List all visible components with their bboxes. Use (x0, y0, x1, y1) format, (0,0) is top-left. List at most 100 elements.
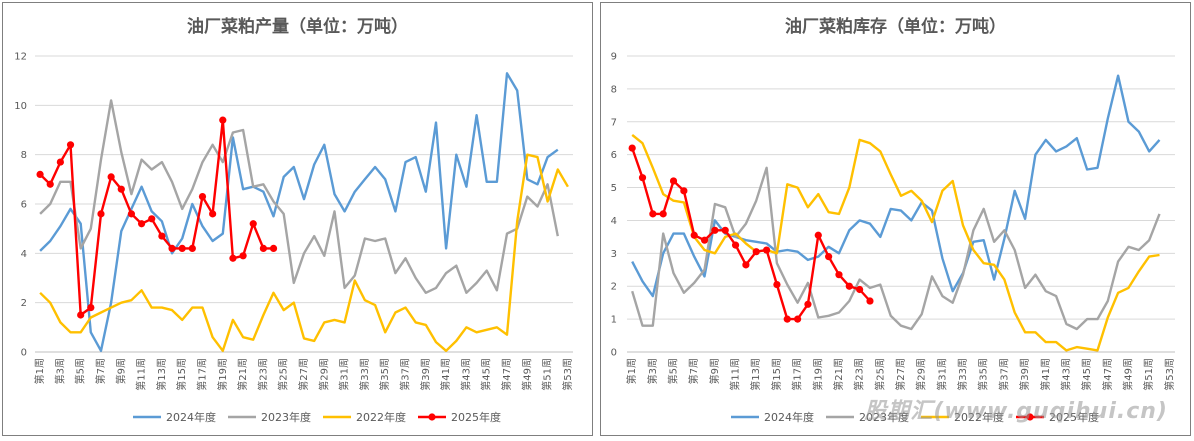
y-tick-label: 1 (611, 315, 617, 326)
x-tick-label: 第9周 (114, 358, 127, 384)
x-tick-label: 第45周 (480, 358, 493, 391)
legend-marker-2025 (1026, 413, 1034, 421)
series-line-2023 (631, 166, 1161, 331)
x-tick-label: 第23周 (256, 358, 269, 391)
y-tick-label: 7 (611, 117, 617, 128)
data-point-2025 (219, 116, 227, 124)
y-tick-label: 0 (21, 348, 27, 359)
data-point-2025 (690, 231, 698, 239)
data-point-2025 (36, 170, 44, 178)
y-tick-label: 2 (611, 282, 617, 293)
series-line-2023 (39, 99, 559, 294)
data-point-2025 (259, 244, 267, 252)
y-tick-label: 9 (611, 52, 617, 63)
legend-label-2024: 2024年度 (166, 410, 216, 424)
data-point-2025 (752, 248, 760, 256)
x-tick-label: 第33周 (358, 358, 371, 391)
data-point-2025 (56, 158, 64, 166)
data-point-2025 (742, 261, 750, 269)
data-point-2025 (269, 244, 278, 252)
x-tick-label: 第7周 (94, 358, 107, 384)
chart-title: 油厂菜粕产量（单位：万吨） (187, 16, 408, 37)
data-point-2025 (127, 210, 136, 218)
x-tick-label: 第21周 (236, 358, 249, 391)
x-tick-label: 第19周 (216, 358, 229, 391)
x-tick-label: 第3周 (53, 358, 66, 384)
x-tick-label: 第25周 (277, 358, 290, 391)
x-tick-label: 第43周 (1059, 358, 1072, 391)
data-point-2025 (669, 177, 678, 185)
data-point-2025 (137, 220, 146, 228)
x-tick-label: 第53周 (561, 358, 574, 391)
production-chart: 油厂菜粕产量（单位：万吨） 0 2 4 6 8 10 12 第1周 第3周 第5周 第7周 第9周 第11… (14, 16, 574, 424)
y-tick-label: 5 (611, 183, 617, 194)
data-point-2025 (148, 215, 156, 223)
y-tick-label: 6 (611, 150, 617, 161)
data-point-2025 (700, 236, 709, 244)
y-tick-label: 12 (14, 52, 27, 63)
x-tick-label: 第51周 (1142, 358, 1155, 391)
data-point-2025 (835, 271, 843, 279)
y-tick-label: 4 (21, 249, 27, 260)
data-point-2025 (249, 220, 257, 228)
data-point-2025 (721, 226, 729, 234)
x-tick-label: 第11周 (135, 358, 148, 391)
x-tick-label: 第33周 (956, 358, 969, 391)
x-tick-label: 第1周 (625, 358, 638, 384)
x-tick-label: 第15周 (770, 358, 783, 391)
y-tick-label: 8 (21, 150, 27, 161)
data-point-2025 (731, 241, 740, 249)
y-tick-label: 10 (14, 101, 27, 112)
x-tick-label: 第41周 (439, 358, 452, 391)
data-point-2025 (794, 315, 802, 323)
x-tick-label: 第35周 (378, 358, 391, 391)
x-tick-label: 第41周 (1039, 358, 1052, 391)
x-tick-label: 第25周 (873, 358, 886, 391)
y-tick-label: 6 (21, 200, 27, 211)
x-tick-label: 第9周 (708, 358, 721, 384)
y-tick-label: 3 (611, 249, 617, 260)
x-tick-label: 第17周 (195, 358, 208, 391)
data-point-2025 (825, 253, 833, 261)
data-point-2025 (866, 297, 874, 305)
data-point-2025 (239, 252, 247, 260)
legend-label-2022: 2022年度 (356, 410, 406, 424)
data-point-2025 (762, 246, 771, 254)
data-point-2025 (814, 231, 822, 239)
production-chart-panel: 油厂菜粕产量（单位：万吨） 0 2 4 6 8 10 12 第1周 第3周 第5周 第7周 第9周 第11… (2, 2, 593, 436)
data-point-2025 (773, 280, 781, 289)
x-tick-label: 第45周 (1080, 358, 1093, 391)
x-tick-label: 第37周 (399, 358, 412, 391)
x-tick-label: 第53周 (1163, 358, 1176, 391)
data-point-2025 (97, 210, 105, 218)
data-point-2025 (856, 285, 864, 294)
x-tick-label: 第27周 (297, 358, 310, 391)
y-tick-label: 0 (611, 348, 617, 359)
x-tick-label: 第35周 (977, 358, 990, 391)
data-point-2025 (66, 141, 75, 149)
x-tick-label: 第47周 (1101, 358, 1114, 391)
x-tick-label: 第13周 (749, 358, 762, 391)
x-tick-label: 第29周 (915, 358, 928, 391)
data-point-2025 (638, 174, 647, 182)
inventory-chart-panel: 油厂菜粕库存（单位：万吨） 0 1 2 3 4 5 6 7 8 9 第1周 第3周 第5周 第7周 第9周 第1… (600, 2, 1191, 436)
x-tick-label: 第31周 (935, 358, 948, 391)
x-tick-label: 第29周 (317, 358, 330, 391)
data-point-2025 (77, 311, 85, 319)
data-point-2025 (188, 244, 196, 252)
data-point-2025 (804, 300, 812, 308)
x-tick-label: 第13周 (155, 358, 168, 391)
series-line-2024 (39, 72, 559, 352)
x-tick-label: 第5周 (74, 358, 87, 384)
x-tick-label: 第39周 (419, 358, 432, 391)
x-tick-label: 第17周 (791, 358, 804, 391)
x-tick-label: 第15周 (175, 358, 188, 391)
x-tick-label: 第11周 (729, 358, 742, 391)
data-point-2025 (209, 210, 217, 218)
x-tick-label: 第49周 (520, 358, 533, 391)
y-tick-label: 2 (21, 298, 27, 309)
series-line-2025 (631, 147, 871, 321)
x-tick-label: 第3周 (646, 358, 659, 384)
x-tick-label: 第39周 (1018, 358, 1031, 391)
